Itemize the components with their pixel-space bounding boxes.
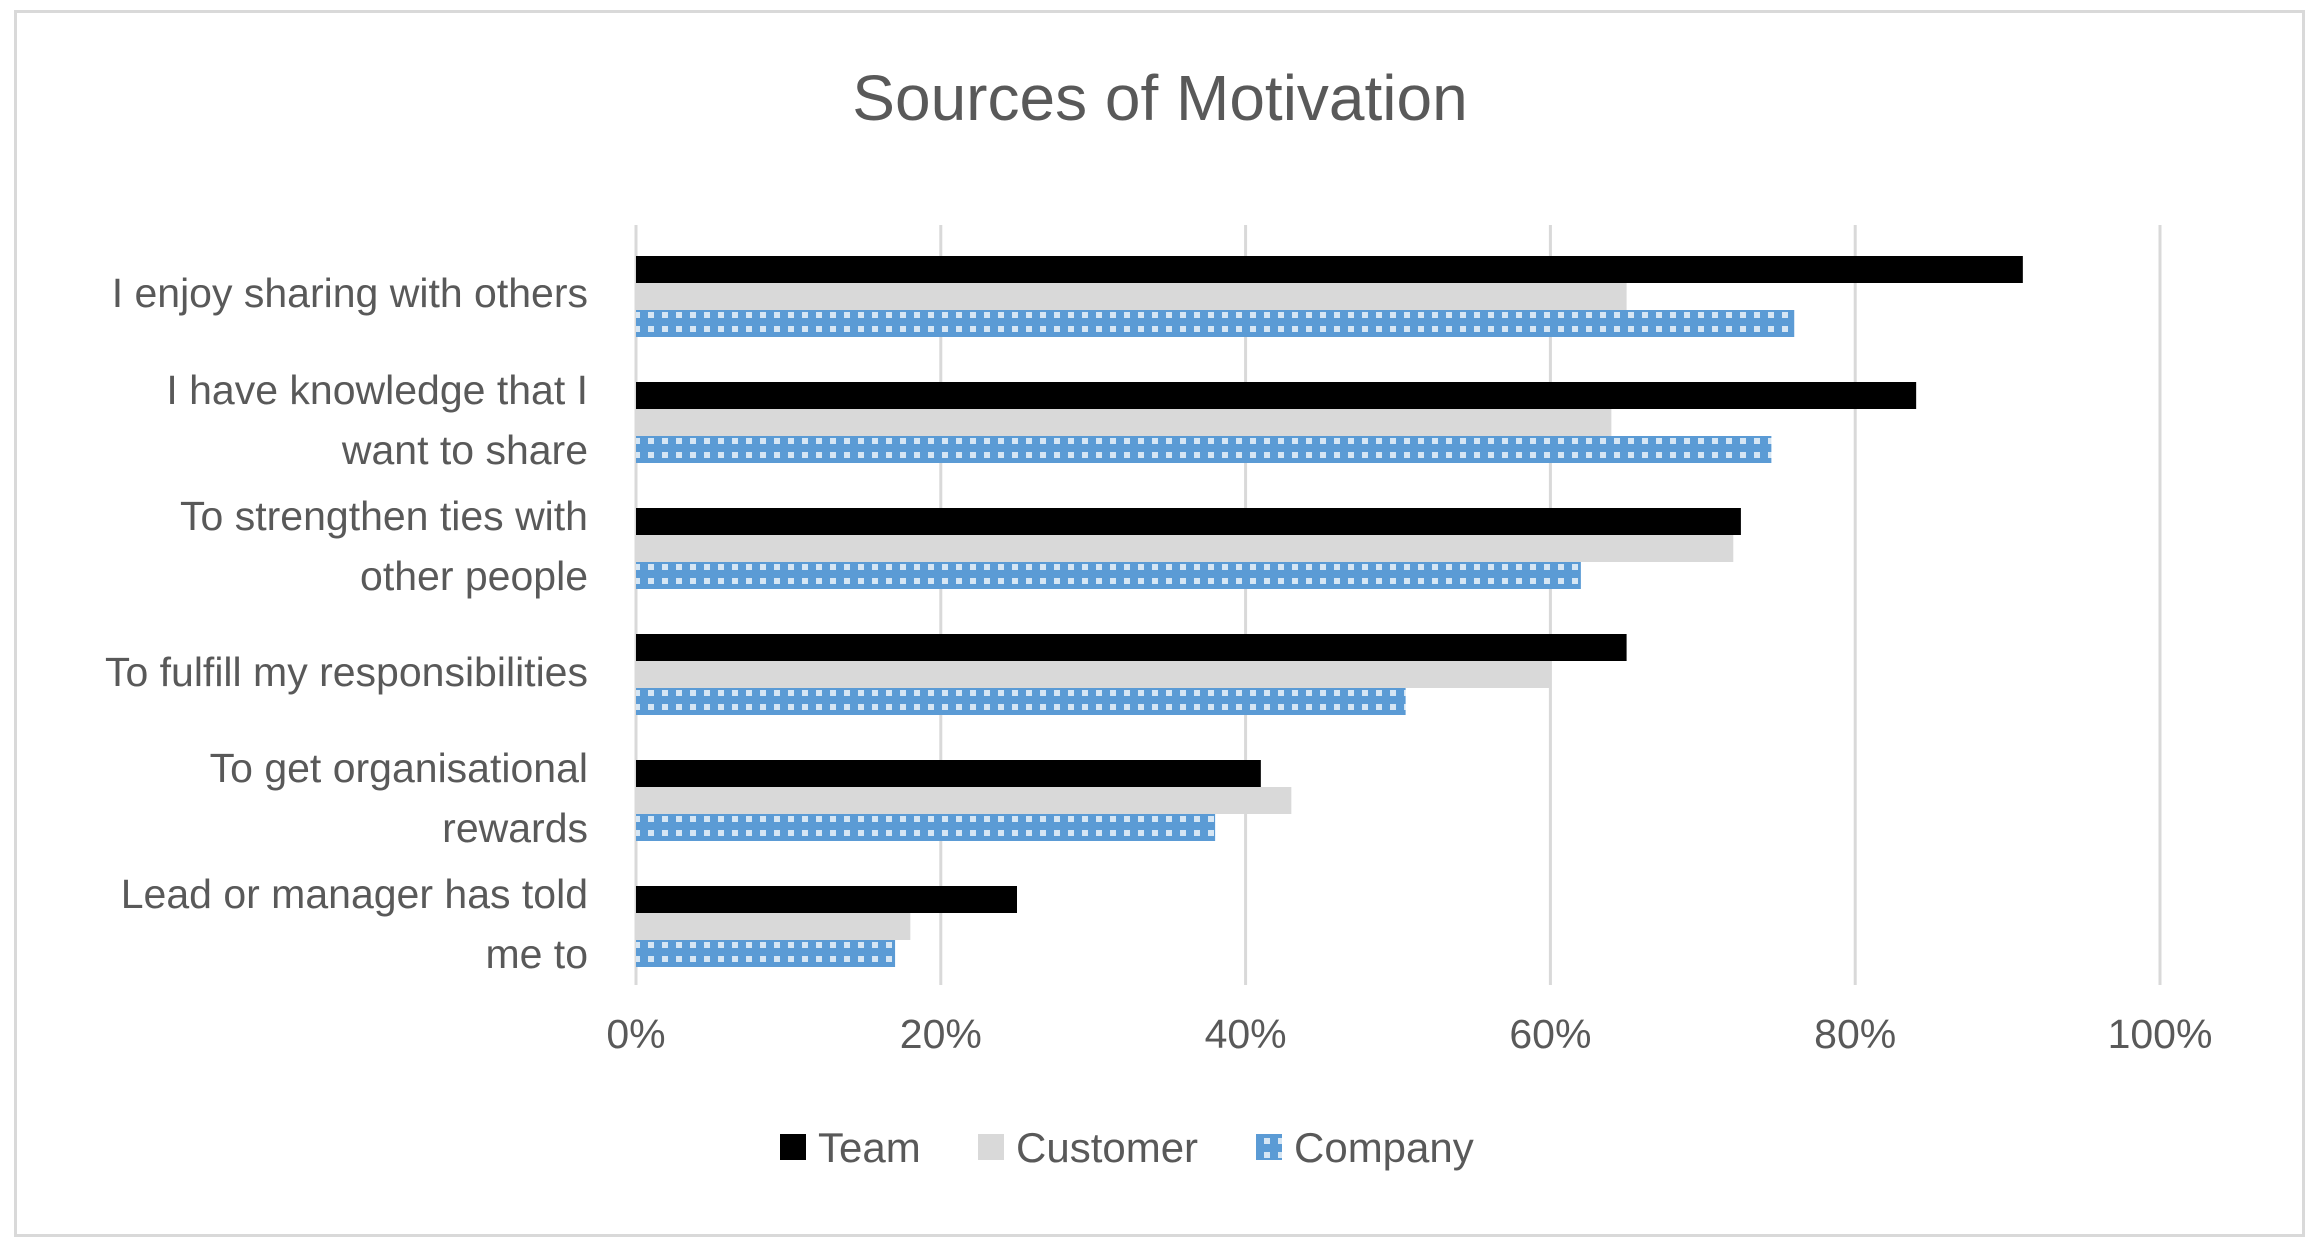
bar-company-5 (636, 940, 896, 967)
x-tick-label-4: 80% (1814, 1011, 1896, 1057)
bar-team-3 (636, 634, 1627, 661)
category-label-4-1: rewards (442, 805, 588, 851)
bars-layer (636, 256, 2023, 967)
bar-company-0 (636, 310, 1795, 337)
bar-company-4 (636, 814, 1216, 841)
legend: Team Customer Company (780, 1124, 1474, 1171)
bar-customer-4 (636, 787, 1292, 814)
category-label-4-0: To get organisational (210, 745, 588, 791)
bar-customer-1 (636, 409, 1612, 436)
x-tick-label-3: 60% (1509, 1011, 1591, 1057)
bar-customer-0 (636, 283, 1627, 310)
legend-swatch-customer (978, 1134, 1004, 1160)
bar-customer-2 (636, 535, 1734, 562)
chart-frame (14, 10, 2305, 1237)
chart-title: Sources of Motivation (852, 62, 1467, 134)
category-labels: I enjoy sharing with others I have knowle… (105, 270, 588, 977)
legend-swatch-team (780, 1134, 806, 1160)
legend-swatch-company (1256, 1134, 1282, 1160)
bar-company-3 (636, 688, 1406, 715)
legend-label-team: Team (818, 1124, 921, 1171)
x-tick-label-2: 40% (1205, 1011, 1287, 1057)
bar-company-1 (636, 436, 1772, 463)
x-tick-label-0: 0% (606, 1011, 665, 1057)
category-label-5-1: me to (485, 931, 588, 977)
category-label-5-0: Lead or manager has told (121, 871, 588, 917)
x-tick-label-1: 20% (900, 1011, 982, 1057)
bar-customer-5 (636, 913, 911, 940)
category-label-1-1: want to share (341, 427, 588, 473)
bar-customer-3 (636, 661, 1551, 688)
bar-team-5 (636, 886, 1017, 913)
bar-company-2 (636, 562, 1581, 589)
grid-layer (634, 225, 2162, 985)
bar-team-0 (636, 256, 2023, 283)
bar-team-4 (636, 760, 1261, 787)
legend-label-customer: Customer (1016, 1124, 1198, 1171)
category-label-3-0: To fulfill my responsibilities (105, 649, 588, 695)
category-label-2-0: To strengthen ties with (180, 493, 588, 539)
category-label-2-1: other people (360, 553, 588, 599)
category-label-1-0: I have knowledge that I (166, 367, 588, 413)
category-label-0-0: I enjoy sharing with others (112, 270, 588, 316)
bar-team-2 (636, 508, 1741, 535)
x-tick-label-5: 100% (2108, 1011, 2213, 1057)
bar-team-1 (636, 382, 1917, 409)
legend-label-company: Company (1294, 1124, 1474, 1171)
x-axis-tick-labels: 0% 20% 40% 60% 80% 100% (606, 1011, 2212, 1057)
